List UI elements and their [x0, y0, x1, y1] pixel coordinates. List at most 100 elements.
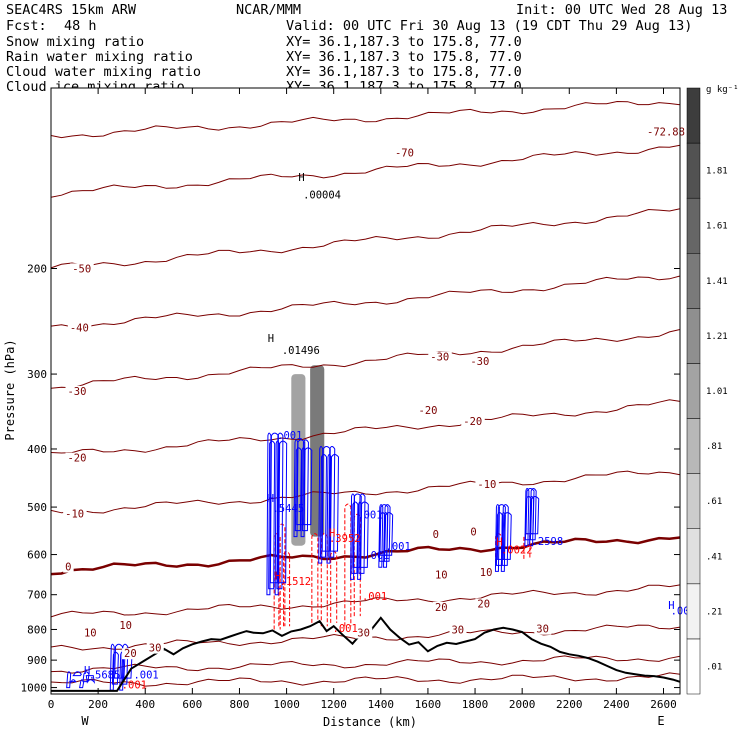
temperature-label-bg — [63, 508, 87, 520]
cloud-water-contour — [276, 432, 284, 590]
y-tick-label: 800 — [27, 623, 47, 636]
temperature-label-bg — [432, 569, 450, 581]
temperature-label: 10 — [480, 567, 493, 579]
extremum-label: H — [298, 172, 304, 184]
y-axis-label: Pressure (hPa) — [3, 339, 17, 440]
colorbar-segment — [686, 142, 701, 199]
east-label: E — [657, 714, 664, 728]
temperature-contour — [50, 144, 681, 198]
temperature-label: 10 — [435, 570, 448, 582]
temperature-label: -30 — [67, 386, 86, 398]
extremum-label: H — [275, 570, 281, 582]
cloud-water-contour — [68, 679, 77, 683]
field-legend: Snow mixing ratio XY= 36.1,187.3 to 175.8… — [6, 34, 522, 95]
temperature-label: 30 — [357, 628, 370, 640]
temperature-label: 20 — [477, 598, 490, 610]
model-title: SEAC4RS 15km ARW — [6, 2, 137, 18]
x-tick-label: 2600 — [650, 698, 677, 711]
temperature-label: 30 — [536, 624, 549, 636]
field-name: Rain water mixing ratio — [6, 49, 193, 65]
x-tick-label: 800 — [230, 698, 250, 711]
extremum-label: H — [668, 600, 674, 612]
cloud-water-contour — [296, 439, 306, 526]
extremum-label: .5685 — [89, 669, 121, 681]
temperature-label-bg — [432, 601, 450, 613]
cloud-water-contour — [268, 440, 276, 590]
colorbar-segment — [686, 253, 701, 309]
colorbar-segment — [686, 473, 701, 529]
cloud-water-contour — [351, 501, 359, 574]
temperature-label: 20 — [435, 602, 448, 614]
y-tick-label: 500 — [27, 501, 47, 514]
west-label: W — [81, 714, 89, 728]
y-tick-label: 600 — [27, 549, 47, 562]
temperature-label: -10 — [477, 479, 496, 491]
cloud-water-contour — [494, 504, 500, 572]
init-time: Init: 00 UTC Wed 28 Aug 13 — [516, 2, 727, 18]
temperature-contour — [50, 672, 681, 687]
cloud-water-contour — [352, 493, 362, 568]
temperature-label: 0 — [433, 529, 439, 541]
field-name: Snow mixing ratio — [6, 34, 144, 50]
cloud-water-contour — [500, 512, 506, 572]
temperature-contour — [50, 100, 681, 139]
temperature-label-bg — [65, 452, 89, 464]
temperature-label-bg — [461, 416, 485, 428]
temperature-label-bg — [392, 147, 417, 159]
extremum-label: .001 — [133, 669, 158, 681]
x-tick-label: 2400 — [603, 698, 630, 711]
colorbar-segment — [686, 583, 701, 640]
cloud-water-contour — [72, 671, 82, 677]
cloud-water-contour — [384, 512, 394, 556]
extremum-label: .001 — [386, 541, 411, 553]
temperature-label-bg — [428, 351, 452, 363]
cloud-water-contour — [358, 493, 366, 574]
cloud-water-contour — [85, 675, 96, 684]
rain-contour — [344, 503, 352, 627]
temperature-label-bg — [475, 479, 499, 491]
cloud-water-contour — [278, 440, 288, 584]
temperature-contour — [50, 536, 681, 576]
temperature-label: -20 — [67, 453, 86, 465]
temperature-contour — [50, 399, 681, 454]
cloud-water-contour — [303, 447, 313, 526]
temperature-label-bg — [475, 598, 493, 610]
extremum-label: H — [268, 493, 274, 505]
temperature-label-bg — [645, 126, 689, 138]
temperature-label-bg — [81, 627, 99, 639]
temperature-label-bg — [65, 385, 89, 397]
field-xy: XY= 36.1,187.3 to 175.8, 77.0 — [286, 49, 522, 65]
temperature-label-bg — [449, 624, 467, 636]
x-axis: 0 200 400 600 800 1000 1200 1400 1600 1800 2000 220… — [48, 88, 677, 711]
cloud-water-contour — [383, 504, 391, 562]
cloud-water-contour — [66, 671, 72, 689]
x-tick-label: 2000 — [509, 698, 536, 711]
extremum-label: .00004 — [303, 190, 341, 202]
temperature-label: 0 — [65, 562, 71, 574]
extremum-label: H — [268, 333, 274, 345]
temperature-label: 10 — [119, 620, 132, 632]
temperature-contour — [50, 329, 681, 389]
y-tick-label: 300 — [27, 368, 47, 381]
y-tick-label: 400 — [27, 443, 47, 456]
field-name: Cloud water mixing ratio — [6, 64, 201, 80]
x-tick-label: 2200 — [556, 698, 583, 711]
colorbar-label: .81 — [706, 442, 722, 452]
extremum-label: .0022 — [501, 545, 533, 557]
plot-frame — [50, 87, 681, 695]
temperature-label: -20 — [419, 405, 438, 417]
temperature-label: -72.88 — [647, 126, 685, 138]
cloud-water-contour — [109, 643, 115, 691]
temperature-label-bg — [70, 263, 94, 275]
colorbar-label: 1.41 — [706, 277, 728, 287]
extremum-label: .5445 — [272, 503, 304, 515]
cloud-water-contour — [301, 439, 309, 532]
cloud-water-contour — [111, 651, 119, 685]
terrain-line — [51, 616, 681, 692]
x-tick-label: 400 — [135, 698, 155, 711]
extremum-label: .001 — [122, 680, 147, 692]
temperature-contour — [50, 655, 681, 674]
temperature-contours — [50, 100, 681, 687]
temperature-contour — [50, 584, 681, 618]
